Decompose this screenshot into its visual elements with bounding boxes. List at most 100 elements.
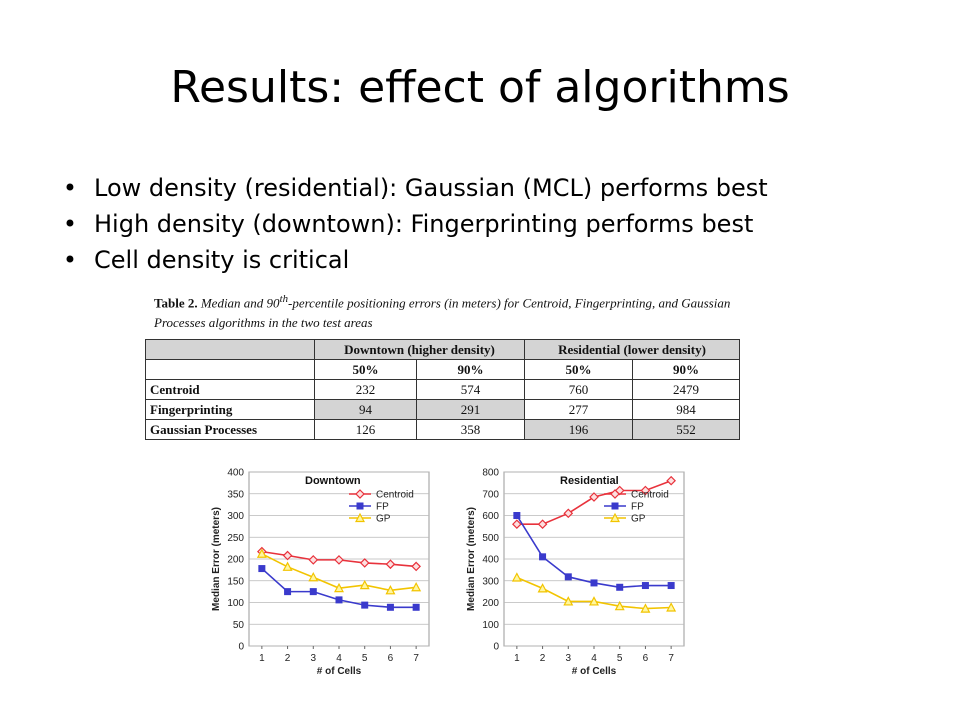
downtown-data-point	[386, 603, 394, 611]
downtown-data-point	[411, 561, 421, 572]
downtown-data-point	[385, 559, 396, 570]
residential-xtick-label: 2	[540, 653, 546, 664]
residential-data-point	[614, 600, 625, 611]
downtown-data-point	[359, 558, 370, 568]
downtown-ylabel: Median Error (meters)	[211, 507, 222, 611]
bullet-dot: •	[62, 246, 78, 274]
residential-chart: 0 100 200 300 400 500 600 700 800 1 2 3 4 5 6 7 # of Cel…	[460, 462, 700, 687]
downtown-xtick-label: 5	[362, 653, 368, 664]
downtown-ytick-label: 0	[238, 642, 244, 653]
downtown-data-point	[282, 561, 293, 571]
residential-data-point	[513, 512, 521, 519]
downtown-chart-svg: 0 50 100 150 200 250 300 350 400 1 2 3 4 5 6 7 # of Cell…	[211, 468, 430, 677]
residential-data-point	[512, 519, 522, 530]
bullet-item: • Low density (residential): Gaussian (MC…	[60, 170, 768, 206]
residential-legend-marker	[611, 502, 619, 510]
table-cell: 291	[416, 399, 525, 420]
residential-ytick-label: 300	[482, 576, 499, 587]
residential-data-point	[640, 485, 651, 496]
downtown-title: Downtown	[305, 475, 361, 487]
table-cell: 277	[524, 399, 633, 420]
table-corner-cell	[145, 339, 315, 360]
downtown-legend-marker	[356, 502, 364, 510]
downtown-data-point	[361, 601, 369, 609]
table-group-header: Residential (lower density)	[524, 339, 740, 360]
residential-data-point	[563, 508, 574, 519]
downtown-ytick-label: 100	[227, 598, 244, 609]
table-subheader: 90%	[632, 359, 740, 380]
downtown-data-point	[385, 585, 396, 595]
residential-data-point	[539, 553, 547, 561]
table-cell: 552	[632, 419, 740, 440]
residential-legend-label: Centroid	[631, 490, 669, 501]
downtown-data-point	[284, 588, 292, 596]
table-cell: 196	[524, 419, 633, 440]
table-caption-label: Table 2.	[154, 295, 198, 311]
results-table: Downtown (higher density) Residential (l…	[145, 339, 740, 440]
table-caption-text-b: -percentile positioning errors (in meter…	[154, 295, 731, 331]
table-cell: 984	[632, 399, 740, 420]
bullet-item: • High density (downtown): Fingerprinting…	[60, 206, 768, 242]
downtown-ytick-label: 400	[227, 468, 244, 479]
residential-data-point	[666, 475, 676, 486]
residential-xlabel: # of Cells	[572, 666, 617, 677]
residential-data-point	[537, 519, 548, 530]
residential-xtick-label: 5	[617, 653, 623, 664]
table-cell: 94	[314, 399, 417, 420]
downtown-xtick-label: 2	[285, 653, 291, 664]
downtown-data-point	[308, 571, 319, 582]
residential-data-point	[589, 492, 599, 502]
residential-chart-svg: 0 100 200 300 400 500 600 700 800 1 2 3 4 5 6 7 # of Cel…	[466, 468, 685, 677]
downtown-xtick-label: 3	[311, 653, 317, 664]
bullet-text: Low density (residential): Gaussian (MCL…	[94, 174, 768, 202]
downtown-data-point	[359, 579, 370, 590]
downtown-legend-marker	[355, 512, 365, 523]
downtown-ytick-label: 150	[227, 576, 244, 587]
residential-ytick-label: 800	[482, 468, 499, 479]
table-cell: 2479	[632, 379, 740, 400]
residential-ytick-label: 0	[493, 642, 499, 653]
residential-data-point	[564, 573, 572, 581]
bullet-dot: •	[62, 210, 78, 238]
residential-data-point	[563, 596, 574, 606]
residential-data-point	[640, 603, 651, 613]
residential-data-point	[667, 582, 675, 590]
table-row-label: Gaussian Processes	[145, 419, 315, 440]
bullet-text: High density (downtown): Fingerprinting …	[94, 210, 754, 238]
residential-ytick-label: 400	[482, 555, 499, 566]
table-row: Centroid 232 574 760 2479	[145, 379, 740, 400]
table-row: Gaussian Processes 126 358 196 552	[145, 419, 740, 440]
residential-xtick-label: 3	[566, 653, 572, 664]
downtown-data-point	[334, 555, 344, 565]
residential-legend-marker	[610, 489, 620, 499]
downtown-xtick-label: 6	[388, 653, 394, 664]
bullet-text: Cell density is critical	[94, 246, 350, 274]
residential-ylabel: Median Error (meters)	[466, 507, 477, 611]
downtown-chart: 0 50 100 150 200 250 300 350 400 1 2 3 4 5 6 7 # of Cell…	[205, 462, 445, 687]
residential-legend-marker	[610, 512, 620, 523]
slide-title: Results: effect of algorithms	[170, 62, 790, 113]
downtown-xtick-label: 4	[336, 653, 342, 664]
residential-data-point	[616, 583, 624, 591]
downtown-legend-label: FP	[376, 502, 389, 513]
residential-data-point	[666, 602, 677, 612]
residential-xtick-label: 4	[591, 653, 597, 664]
downtown-data-point	[334, 582, 344, 593]
table-row: Fingerprinting 94 291 277 984	[145, 399, 740, 420]
bullet-list: • Low density (residential): Gaussian (MC…	[60, 170, 768, 278]
table-group-header: Downtown (higher density)	[314, 339, 525, 360]
residential-data-point	[537, 583, 548, 593]
downtown-data-point	[335, 596, 343, 604]
downtown-data-point	[258, 565, 266, 573]
downtown-legend-label: GP	[376, 514, 391, 525]
downtown-ytick-label: 200	[227, 555, 244, 566]
bullet-item: • Cell density is critical	[60, 242, 768, 278]
downtown-xtick-label: 1	[259, 653, 265, 664]
table-subheader: 90%	[416, 359, 525, 380]
downtown-xlabel: # of Cells	[317, 666, 362, 677]
residential-ytick-label: 700	[482, 489, 499, 500]
table-cell: 760	[524, 379, 633, 400]
residential-ytick-label: 100	[482, 620, 499, 631]
downtown-data-point	[411, 582, 422, 592]
table-empty-cell	[145, 359, 315, 380]
